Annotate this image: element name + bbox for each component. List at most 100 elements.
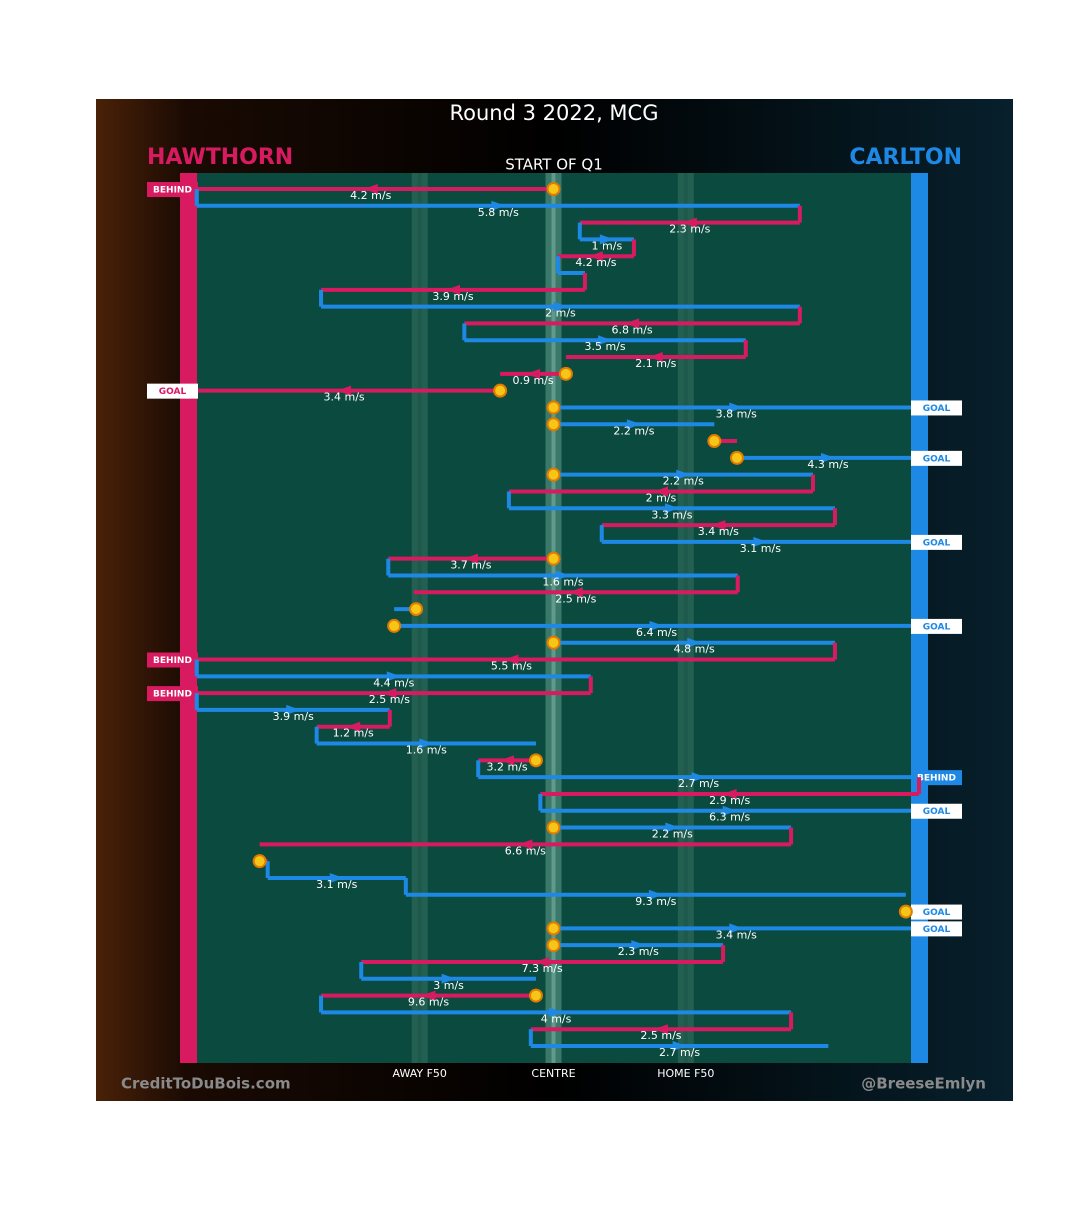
outcome-box bbox=[911, 400, 962, 416]
arrowhead bbox=[649, 620, 664, 631]
arrowhead bbox=[682, 217, 697, 228]
speed-label: 3.9 m/s bbox=[432, 290, 473, 303]
stoppage bbox=[528, 988, 543, 1003]
outcome-label: BEHIND bbox=[153, 656, 192, 666]
speed-label: 2.1 m/s bbox=[635, 357, 676, 370]
arrowhead bbox=[631, 940, 646, 951]
outcome-label: GOAL bbox=[159, 387, 187, 397]
arrowhead bbox=[346, 721, 361, 732]
outcome-label: GOAL bbox=[923, 925, 951, 935]
arrowhead bbox=[711, 520, 726, 531]
speed-label: 2.3 m/s bbox=[618, 945, 659, 958]
arrowhead bbox=[421, 990, 436, 1001]
arrowhead bbox=[672, 1041, 687, 1051]
arrowhead bbox=[626, 419, 641, 430]
team-name: CARLTON bbox=[849, 145, 962, 170]
speed-label: 6.6 m/s bbox=[505, 844, 546, 857]
speed-label: 3.3 m/s bbox=[651, 508, 692, 521]
arrowhead bbox=[535, 956, 550, 967]
stoppage bbox=[546, 635, 561, 650]
arrowhead bbox=[500, 755, 515, 766]
goal-post bbox=[180, 173, 197, 1063]
subtitle: START OF Q1 bbox=[505, 156, 603, 174]
arrowhead bbox=[722, 788, 737, 799]
outcome-label: GOAL bbox=[923, 908, 951, 918]
speed-label: 3.4 m/s bbox=[698, 525, 739, 538]
chart-title: Round 3 2022, MCG bbox=[449, 101, 658, 125]
arrowhead bbox=[648, 889, 663, 900]
credit: @BreeseEmlyn bbox=[861, 1075, 986, 1093]
speed-label: 5.5 m/s bbox=[491, 660, 532, 673]
outcome-label: GOAL bbox=[923, 622, 951, 632]
arrowhead bbox=[722, 805, 737, 816]
credit: CreditToDuBois.com bbox=[121, 1075, 291, 1093]
speed-label: 3.4 m/s bbox=[323, 391, 364, 404]
arrowhead bbox=[329, 872, 344, 883]
outcome-label: GOAL bbox=[923, 807, 951, 817]
stoppage bbox=[546, 417, 561, 432]
stoppage bbox=[409, 602, 424, 617]
stoppage bbox=[898, 904, 913, 919]
speed-label: 2.3 m/s bbox=[669, 223, 710, 236]
outcome-box bbox=[147, 686, 198, 702]
outcome-label: BEHIND bbox=[153, 186, 192, 196]
speed-label: 2.7 m/s bbox=[659, 1046, 700, 1059]
x-tick-label: AWAY F50 bbox=[393, 1067, 447, 1080]
stoppage bbox=[707, 434, 722, 449]
arrowhead bbox=[653, 486, 668, 497]
speed-label: 2.5 m/s bbox=[369, 693, 410, 706]
arrowhead bbox=[648, 352, 663, 363]
speed-label: 2 m/s bbox=[545, 307, 576, 320]
x-tick-label: CENTRE bbox=[531, 1067, 575, 1080]
speed-label: 3.7 m/s bbox=[450, 559, 491, 572]
speed-label: 2 m/s bbox=[646, 491, 677, 504]
stoppage bbox=[558, 366, 573, 381]
arrowhead bbox=[664, 503, 679, 514]
stoppage bbox=[546, 938, 561, 953]
arrowhead bbox=[625, 318, 640, 329]
speed-label: 4.2 m/s bbox=[350, 189, 391, 202]
speed-label: 1.2 m/s bbox=[333, 727, 374, 740]
stoppage bbox=[493, 383, 508, 398]
stoppage bbox=[387, 618, 402, 633]
arrowhead bbox=[445, 284, 460, 295]
stoppage bbox=[546, 182, 561, 196]
stoppage bbox=[546, 921, 561, 936]
x-tick-label: HOME F50 bbox=[657, 1067, 714, 1080]
outcome-label: GOAL bbox=[923, 538, 951, 548]
outcome-box bbox=[911, 534, 962, 550]
arrowhead bbox=[753, 536, 768, 547]
arrowhead bbox=[518, 839, 533, 850]
outcome-box bbox=[911, 921, 962, 937]
outcome-box bbox=[911, 770, 962, 786]
arrowhead bbox=[382, 688, 397, 699]
stoppage bbox=[546, 551, 561, 566]
speed-label: 6.4 m/s bbox=[636, 626, 677, 639]
stoppage bbox=[528, 753, 543, 768]
arrowhead bbox=[491, 200, 506, 211]
arrowhead bbox=[549, 1007, 564, 1018]
arrowhead bbox=[599, 234, 614, 245]
speed-label: 3.1 m/s bbox=[316, 878, 357, 891]
arrowhead bbox=[653, 1024, 668, 1035]
speed-label: 6.3 m/s bbox=[709, 811, 750, 824]
speed-label: 2.5 m/s bbox=[555, 592, 596, 605]
speed-label: 3.4 m/s bbox=[716, 928, 757, 941]
arrowhead bbox=[441, 973, 456, 984]
arrowhead bbox=[568, 587, 583, 598]
speed-label: 7.3 m/s bbox=[522, 962, 563, 975]
speed-label: 3.1 m/s bbox=[740, 542, 781, 555]
stoppage bbox=[546, 400, 561, 415]
outcome-label: BEHIND bbox=[917, 774, 956, 784]
arrowhead bbox=[556, 570, 571, 581]
arrowhead bbox=[526, 368, 541, 379]
speed-label: 3.5 m/s bbox=[584, 340, 625, 353]
speed-label: 9.3 m/s bbox=[635, 895, 676, 908]
speed-label: 4.2 m/s bbox=[575, 256, 616, 269]
speed-label: 3.2 m/s bbox=[487, 760, 528, 773]
speed-label: 6.8 m/s bbox=[612, 323, 653, 336]
speed-label: 2.2 m/s bbox=[613, 424, 654, 437]
speed-label: 5.8 m/s bbox=[478, 206, 519, 219]
